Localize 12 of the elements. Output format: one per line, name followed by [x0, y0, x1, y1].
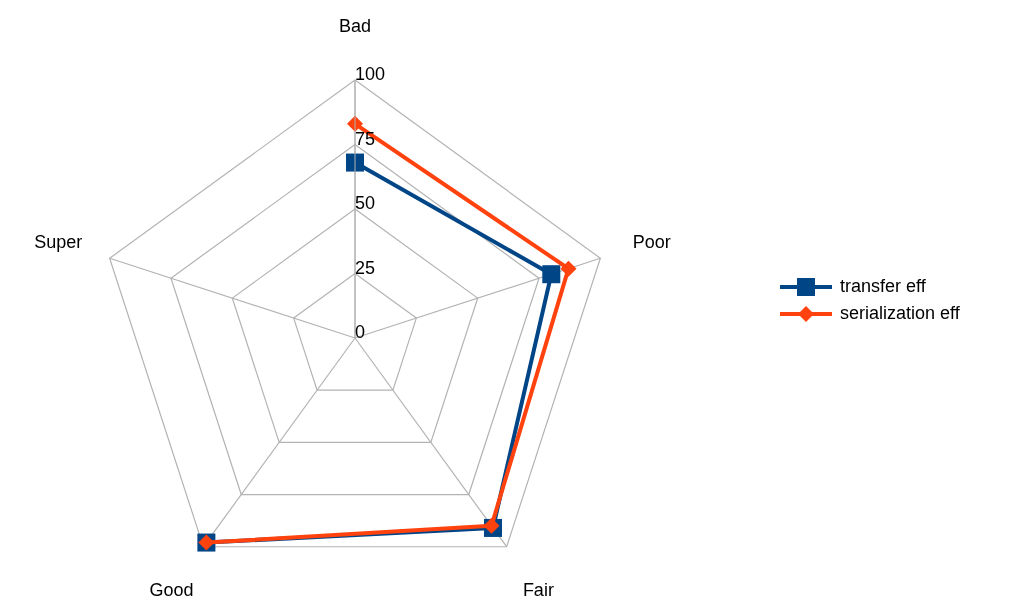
- legend-label: serialization eff: [840, 303, 960, 324]
- y-tick-label: 100: [355, 64, 386, 84]
- y-tick-label: 50: [355, 193, 376, 213]
- spoke-label: Fair: [522, 580, 554, 601]
- spoke-label: Super: [34, 231, 83, 252]
- y-tick-label: 25: [355, 257, 376, 278]
- legend-label: transfer eff: [840, 276, 926, 297]
- spoke-label: Good: [149, 580, 194, 601]
- spoke-label: Bad: [338, 16, 372, 36]
- spoke-label: Poor: [632, 231, 671, 252]
- y-tick-label: 75: [355, 128, 376, 149]
- y-tick-label: 0: [355, 322, 366, 342]
